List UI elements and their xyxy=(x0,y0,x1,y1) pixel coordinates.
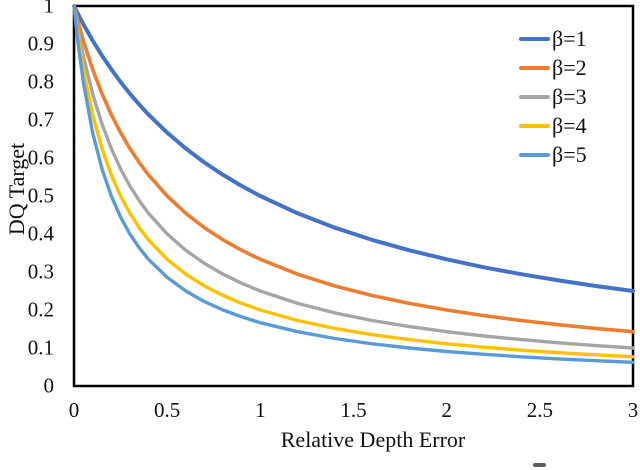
series-line-2 xyxy=(72,4,635,334)
x-tick-label: 2 xyxy=(441,398,452,422)
y-tick-label: 0.8 xyxy=(27,69,54,94)
legend-line-swatch xyxy=(519,152,550,157)
y-tick-label: 0.2 xyxy=(27,297,54,322)
legend: β=1 β=2 β=3 β=4 β=5 xyxy=(519,25,587,169)
x-tick-label: 1.5 xyxy=(340,398,367,422)
legend-item: β=4 xyxy=(519,111,587,140)
x-tick-label: 0 xyxy=(68,398,80,422)
y-axis-title: DQ Target xyxy=(3,142,29,236)
series-line-3 xyxy=(72,4,635,350)
legend-line-swatch xyxy=(519,37,550,42)
y-tick-label: 0.3 xyxy=(27,259,54,284)
plot-frame xyxy=(72,4,635,388)
legend-line-swatch xyxy=(519,66,550,71)
legend-label: β=3 xyxy=(552,83,587,109)
legend-item: β=3 xyxy=(519,83,587,112)
legend-label: β=2 xyxy=(552,55,587,81)
y-tick-label: 0.1 xyxy=(27,335,54,360)
series-line-4 xyxy=(72,4,635,359)
cropped-text-fragment xyxy=(533,463,546,467)
legend-item: β=2 xyxy=(519,54,587,83)
x-tick-label: 2.5 xyxy=(526,398,553,422)
y-tick-label: 0.9 xyxy=(27,31,54,56)
x-axis-title: Relative Depth Error xyxy=(280,427,466,452)
y-tick-label: 0.4 xyxy=(27,221,54,246)
x-tick-label: 1 xyxy=(255,398,266,422)
y-tick-label: 0.5 xyxy=(27,183,54,208)
y-tick-label: 1 xyxy=(43,0,55,18)
legend-label: β=1 xyxy=(552,26,587,52)
legend-line-swatch xyxy=(519,123,550,128)
y-tick-label: 0.7 xyxy=(27,107,54,132)
legend-item: β=1 xyxy=(519,25,587,54)
y-tick-label: 0.6 xyxy=(27,145,54,170)
x-tick-label: 3 xyxy=(627,398,639,422)
series-line-5 xyxy=(72,4,635,364)
legend-label: β=5 xyxy=(552,141,587,167)
legend-item: β=5 xyxy=(519,140,587,169)
legend-line-swatch xyxy=(519,94,550,99)
x-tick-label: 0.5 xyxy=(154,398,181,422)
series-line-1 xyxy=(72,4,635,293)
y-tick-label: 0 xyxy=(43,373,55,398)
legend-label: β=4 xyxy=(552,112,587,138)
